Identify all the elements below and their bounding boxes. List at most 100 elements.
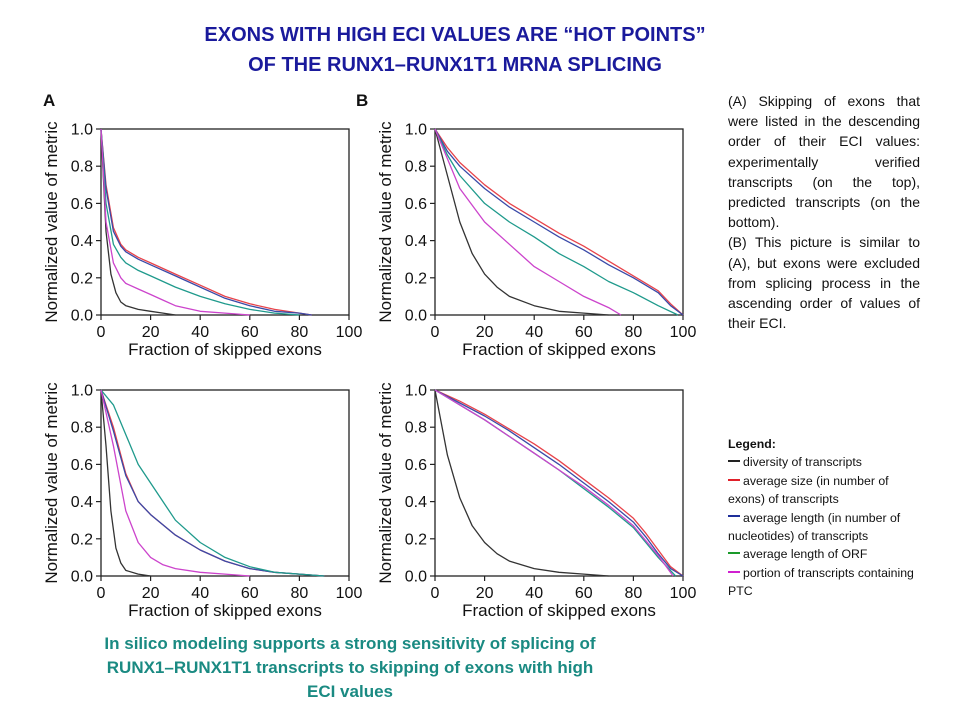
x-tick-label: 80 (625, 324, 643, 341)
series-line-avg_size (434, 128, 684, 316)
x-axis-label: Fraction of skipped exons (462, 340, 656, 359)
series-line-avg_length (100, 128, 312, 316)
x-tick-label: 60 (241, 585, 259, 602)
legend-swatch (728, 570, 740, 573)
series-line-diversity (100, 389, 151, 577)
description-a: (A) Skipping of exons that were listed i… (728, 93, 920, 231)
series-line-orf (434, 389, 677, 577)
legend: Legend: diversity of transcripts average… (728, 435, 928, 601)
x-tick-label: 40 (525, 585, 543, 602)
y-tick-label: 0.2 (405, 270, 427, 287)
y-tick-label: 0.6 (71, 196, 93, 213)
x-tick-label: 80 (625, 585, 643, 602)
legend-item-label: portion of transcripts containing PTC (728, 565, 914, 599)
chart-panel: 0.0 0.2 0.4 0.6 0.8 1.0 0 20 40 60 80 100 Fraction o… (42, 382, 362, 620)
plot-frame (100, 128, 350, 316)
x-tick-label: 80 (291, 585, 309, 602)
legend-item-label: average length (in number of nucleotides… (728, 510, 901, 544)
y-tick-label: 0.4 (405, 494, 427, 511)
legend-item: diversity of transcripts (728, 453, 928, 471)
series-line-avg_length (100, 389, 325, 577)
y-tick-label: 0.6 (405, 196, 427, 213)
x-tick-label: 100 (670, 324, 697, 341)
series-line-avg_length (434, 389, 684, 577)
series-line-diversity (100, 128, 176, 316)
y-axis-label: Normalized value of metric (376, 121, 395, 323)
description: (A) Skipping of exons that were listed i… (728, 91, 920, 333)
y-tick-label: 1.0 (405, 383, 427, 400)
legend-item-label: average length of ORF (743, 547, 868, 562)
x-tick-label: 0 (431, 324, 440, 341)
x-tick-label: 40 (191, 585, 209, 602)
y-axis-label: Normalized value of metric (42, 382, 61, 584)
series-line-ptc (100, 389, 250, 577)
page-title: EXONS WITH HIGH ECI VALUES ARE “HOT POIN… (110, 20, 800, 80)
series-line-ptc (434, 128, 622, 316)
series-line-diversity (434, 389, 609, 577)
series-line-avg_size (100, 389, 325, 577)
y-tick-label: 0.0 (405, 308, 427, 325)
x-tick-label: 0 (97, 585, 106, 602)
series-line-avg_size (100, 128, 312, 316)
y-tick-label: 1.0 (71, 383, 93, 400)
legend-swatch (728, 460, 740, 463)
y-tick-label: 0.2 (71, 270, 93, 287)
footer-caption: In silico modeling supports a strong sen… (104, 634, 596, 701)
chart-panel: 0.0 0.2 0.4 0.6 0.8 1.0 0 20 40 60 80 100 Fraction o… (376, 121, 696, 359)
chart-panel: 0.0 0.2 0.4 0.6 0.8 1.0 0 20 40 60 80 100 Fraction o… (42, 121, 362, 359)
x-tick-label: 20 (142, 324, 160, 341)
chart-panel: 0.0 0.2 0.4 0.6 0.8 1.0 0 20 40 60 80 100 Fraction o… (376, 382, 696, 620)
x-tick-label: 100 (670, 585, 697, 602)
series-line-avg_length (434, 128, 684, 316)
description-b: (B) This picture is similar to (A), but … (728, 234, 920, 332)
title-line-2: OF THE RUNX1–RUNX1T1 MRNA SPLICING (248, 54, 662, 76)
y-tick-label: 0.8 (405, 159, 427, 176)
y-tick-label: 0.2 (71, 531, 93, 548)
panel-label-b: B (356, 91, 369, 110)
x-tick-label: 20 (476, 324, 494, 341)
x-tick-label: 20 (142, 585, 160, 602)
plot-frame (434, 128, 684, 316)
y-tick-label: 0.4 (405, 233, 427, 250)
plot-frame (100, 389, 350, 577)
y-tick-label: 0.8 (71, 420, 93, 437)
series-line-ptc (100, 128, 250, 316)
y-tick-label: 0.4 (71, 494, 93, 511)
legend-item: portion of transcripts containing PTC (728, 564, 928, 601)
series-line-avg_size (434, 389, 684, 577)
y-tick-label: 0.6 (405, 457, 427, 474)
x-tick-label: 100 (336, 324, 363, 341)
y-tick-label: 0.6 (71, 457, 93, 474)
series-line-ptc (434, 389, 674, 577)
x-tick-label: 80 (291, 324, 309, 341)
legend-item-label: average size (in number of exons) of tra… (728, 473, 889, 507)
y-tick-label: 0.0 (71, 308, 93, 325)
title-line-1: EXONS WITH HIGH ECI VALUES ARE “HOT POIN… (204, 24, 706, 46)
y-tick-label: 0.2 (405, 531, 427, 548)
legend-item: average length of ORF (728, 545, 928, 563)
x-tick-label: 60 (575, 585, 593, 602)
legend-item: average size (in number of exons) of tra… (728, 472, 928, 509)
x-tick-label: 20 (476, 585, 494, 602)
y-tick-label: 1.0 (405, 122, 427, 139)
x-tick-label: 0 (97, 324, 106, 341)
y-tick-label: 1.0 (71, 122, 93, 139)
plot-frame (434, 389, 684, 577)
x-axis-label: Fraction of skipped exons (128, 340, 322, 359)
x-tick-label: 40 (191, 324, 209, 341)
legend-swatch (728, 515, 740, 518)
y-tick-label: 0.8 (405, 420, 427, 437)
x-tick-label: 100 (336, 585, 363, 602)
series-line-orf (100, 128, 300, 316)
series-line-diversity (434, 128, 609, 316)
x-axis-label: Fraction of skipped exons (462, 601, 656, 620)
x-tick-label: 40 (525, 324, 543, 341)
y-axis-label: Normalized value of metric (42, 121, 61, 323)
y-tick-label: 0.0 (405, 569, 427, 586)
charts-area: 0.0 0.2 0.4 0.6 0.8 1.0 0 20 40 60 80 100 Fraction o… (42, 121, 696, 620)
series-line-orf (100, 389, 325, 577)
panel-label-a: A (43, 91, 56, 110)
y-axis-label: Normalized value of metric (376, 382, 395, 584)
y-tick-label: 0.0 (71, 569, 93, 586)
legend-title: Legend: (728, 437, 776, 451)
